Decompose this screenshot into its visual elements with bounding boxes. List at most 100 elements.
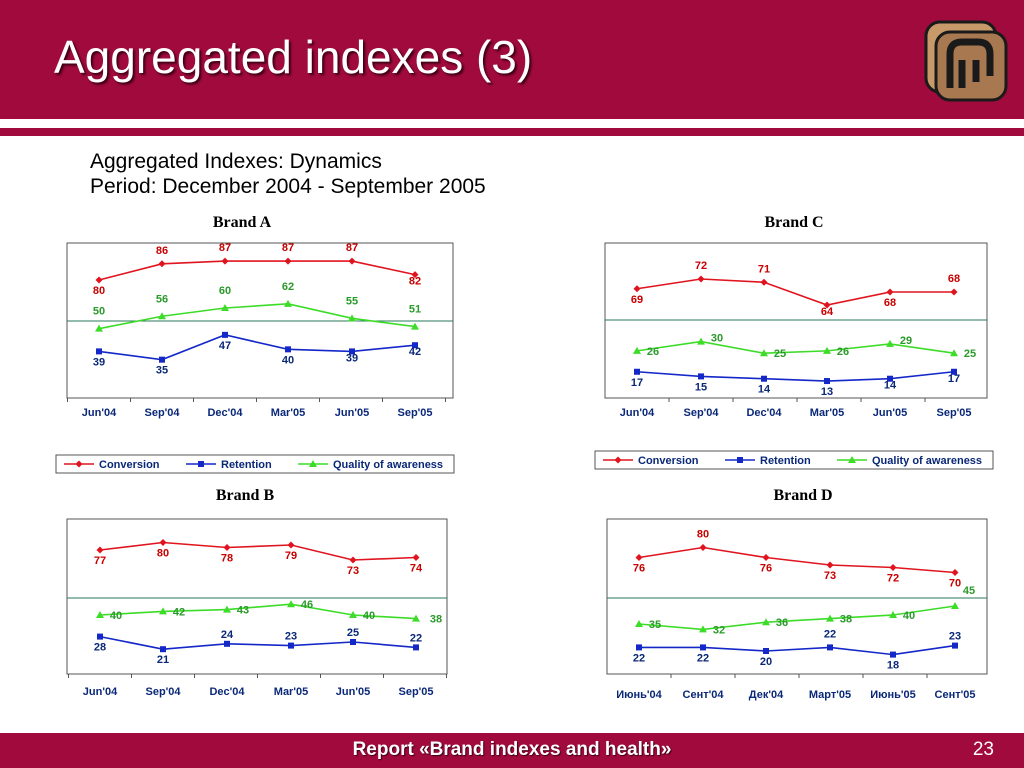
data-label-awareness: 42	[173, 606, 185, 618]
data-label-conversion: 74	[410, 563, 423, 575]
data-label-awareness: 60	[219, 285, 231, 297]
data-point-retention	[827, 644, 833, 651]
data-label-conversion: 72	[887, 573, 899, 585]
legend-marker-retention	[737, 457, 743, 463]
data-point-retention	[349, 348, 355, 355]
data-label-conversion: 78	[221, 553, 233, 565]
x-tick-label: Sep'04	[683, 407, 719, 419]
data-point-awareness	[349, 611, 357, 618]
data-point-conversion	[760, 278, 768, 286]
legend-marker-awareness	[309, 460, 317, 467]
legend-marker-conversion	[75, 460, 83, 468]
data-label-retention: 23	[285, 631, 297, 643]
data-point-conversion	[158, 260, 166, 268]
data-point-conversion	[95, 276, 103, 284]
legend-box	[594, 450, 994, 470]
data-label-retention: 24	[221, 629, 234, 641]
data-point-retention	[224, 640, 230, 647]
x-tick-label: Mar'05	[274, 686, 308, 698]
x-tick-label: Mar'05	[271, 407, 305, 419]
data-label-retention: 39	[346, 352, 358, 364]
data-point-conversion	[886, 288, 894, 296]
data-label-conversion: 69	[631, 294, 643, 306]
data-point-awareness	[633, 346, 641, 354]
data-point-retention	[824, 378, 830, 385]
data-label-conversion: 70	[949, 578, 961, 590]
data-point-retention	[763, 648, 769, 654]
data-point-awareness	[762, 618, 770, 626]
data-point-conversion	[412, 554, 420, 561]
data-point-awareness	[159, 607, 167, 615]
data-point-retention	[698, 373, 704, 380]
legend-marker-awareness	[848, 456, 856, 463]
x-tick-label: Jun'04	[83, 686, 118, 698]
data-point-awareness	[96, 611, 104, 618]
data-label-conversion: 76	[760, 563, 772, 575]
logo-icon	[924, 20, 1008, 102]
data-point-retention	[350, 639, 356, 645]
data-label-awareness: 32	[713, 624, 725, 636]
data-label-conversion: 64	[821, 306, 834, 318]
data-label-retention: 39	[93, 356, 105, 368]
data-label-conversion: 87	[346, 242, 358, 254]
data-label-awareness: 56	[156, 293, 168, 305]
data-point-conversion	[889, 564, 897, 571]
data-label-conversion: 72	[695, 260, 707, 272]
data-label-retention: 13	[821, 386, 833, 398]
data-point-retention	[413, 644, 419, 651]
data-point-conversion	[221, 257, 229, 265]
x-tick-label: Sep'05	[397, 407, 432, 419]
series-line-conversion	[99, 541, 417, 561]
data-label-retention: 17	[631, 377, 643, 389]
data-point-awareness	[411, 322, 419, 330]
page-title: Aggregated indexes (3)	[54, 31, 533, 83]
data-label-conversion: 82	[409, 276, 421, 288]
data-label-retention: 14	[884, 380, 897, 392]
x-tick-label: Sep'05	[398, 686, 433, 698]
x-tick-label: Сент'05	[935, 689, 976, 701]
data-point-awareness	[697, 337, 705, 345]
data-label-retention: 42	[409, 346, 421, 358]
chart-title-brand-b: Brand B	[215, 487, 275, 504]
data-point-awareness	[826, 614, 834, 622]
data-point-conversion	[411, 271, 419, 279]
data-point-conversion	[223, 544, 231, 551]
legend-marker-conversion	[614, 456, 622, 464]
data-point-awareness	[823, 346, 831, 354]
legend-label-conversion: Conversion	[638, 455, 699, 467]
data-label-awareness: 26	[647, 346, 659, 358]
data-point-conversion	[159, 539, 167, 546]
data-point-retention	[96, 348, 102, 355]
data-point-conversion	[826, 561, 834, 569]
data-label-conversion: 73	[824, 570, 836, 582]
data-point-retention	[700, 644, 706, 651]
data-label-conversion: 80	[93, 285, 105, 297]
legend-marker-retention	[198, 461, 204, 467]
data-label-retention: 14	[758, 384, 771, 396]
data-label-retention: 18	[887, 660, 899, 672]
x-tick-label: Jun'05	[336, 686, 370, 698]
data-label-conversion: 79	[285, 550, 297, 562]
data-point-conversion	[349, 556, 357, 564]
data-label-retention: 35	[156, 365, 168, 377]
data-label-retention: 20	[760, 656, 772, 668]
data-point-retention	[887, 375, 893, 382]
data-point-awareness	[950, 349, 958, 357]
company-logo	[918, 16, 1010, 104]
data-label-retention: 22	[824, 628, 836, 640]
legend-label-awareness: Quality of awareness	[333, 459, 443, 471]
x-tick-label: Март'05	[809, 689, 851, 701]
data-point-retention	[890, 651, 896, 658]
data-label-conversion: 80	[157, 548, 169, 560]
x-tick-label: Dec'04	[207, 407, 243, 419]
data-label-awareness: 40	[363, 610, 375, 622]
data-point-retention	[159, 356, 165, 363]
data-point-conversion	[950, 288, 958, 296]
series-line-awareness	[636, 340, 955, 355]
x-tick-label: Mar'05	[810, 407, 844, 419]
data-label-retention: 47	[219, 340, 231, 352]
header-stripe	[0, 128, 1024, 136]
data-label-awareness: 45	[963, 585, 975, 597]
data-label-awareness: 36	[776, 617, 788, 629]
